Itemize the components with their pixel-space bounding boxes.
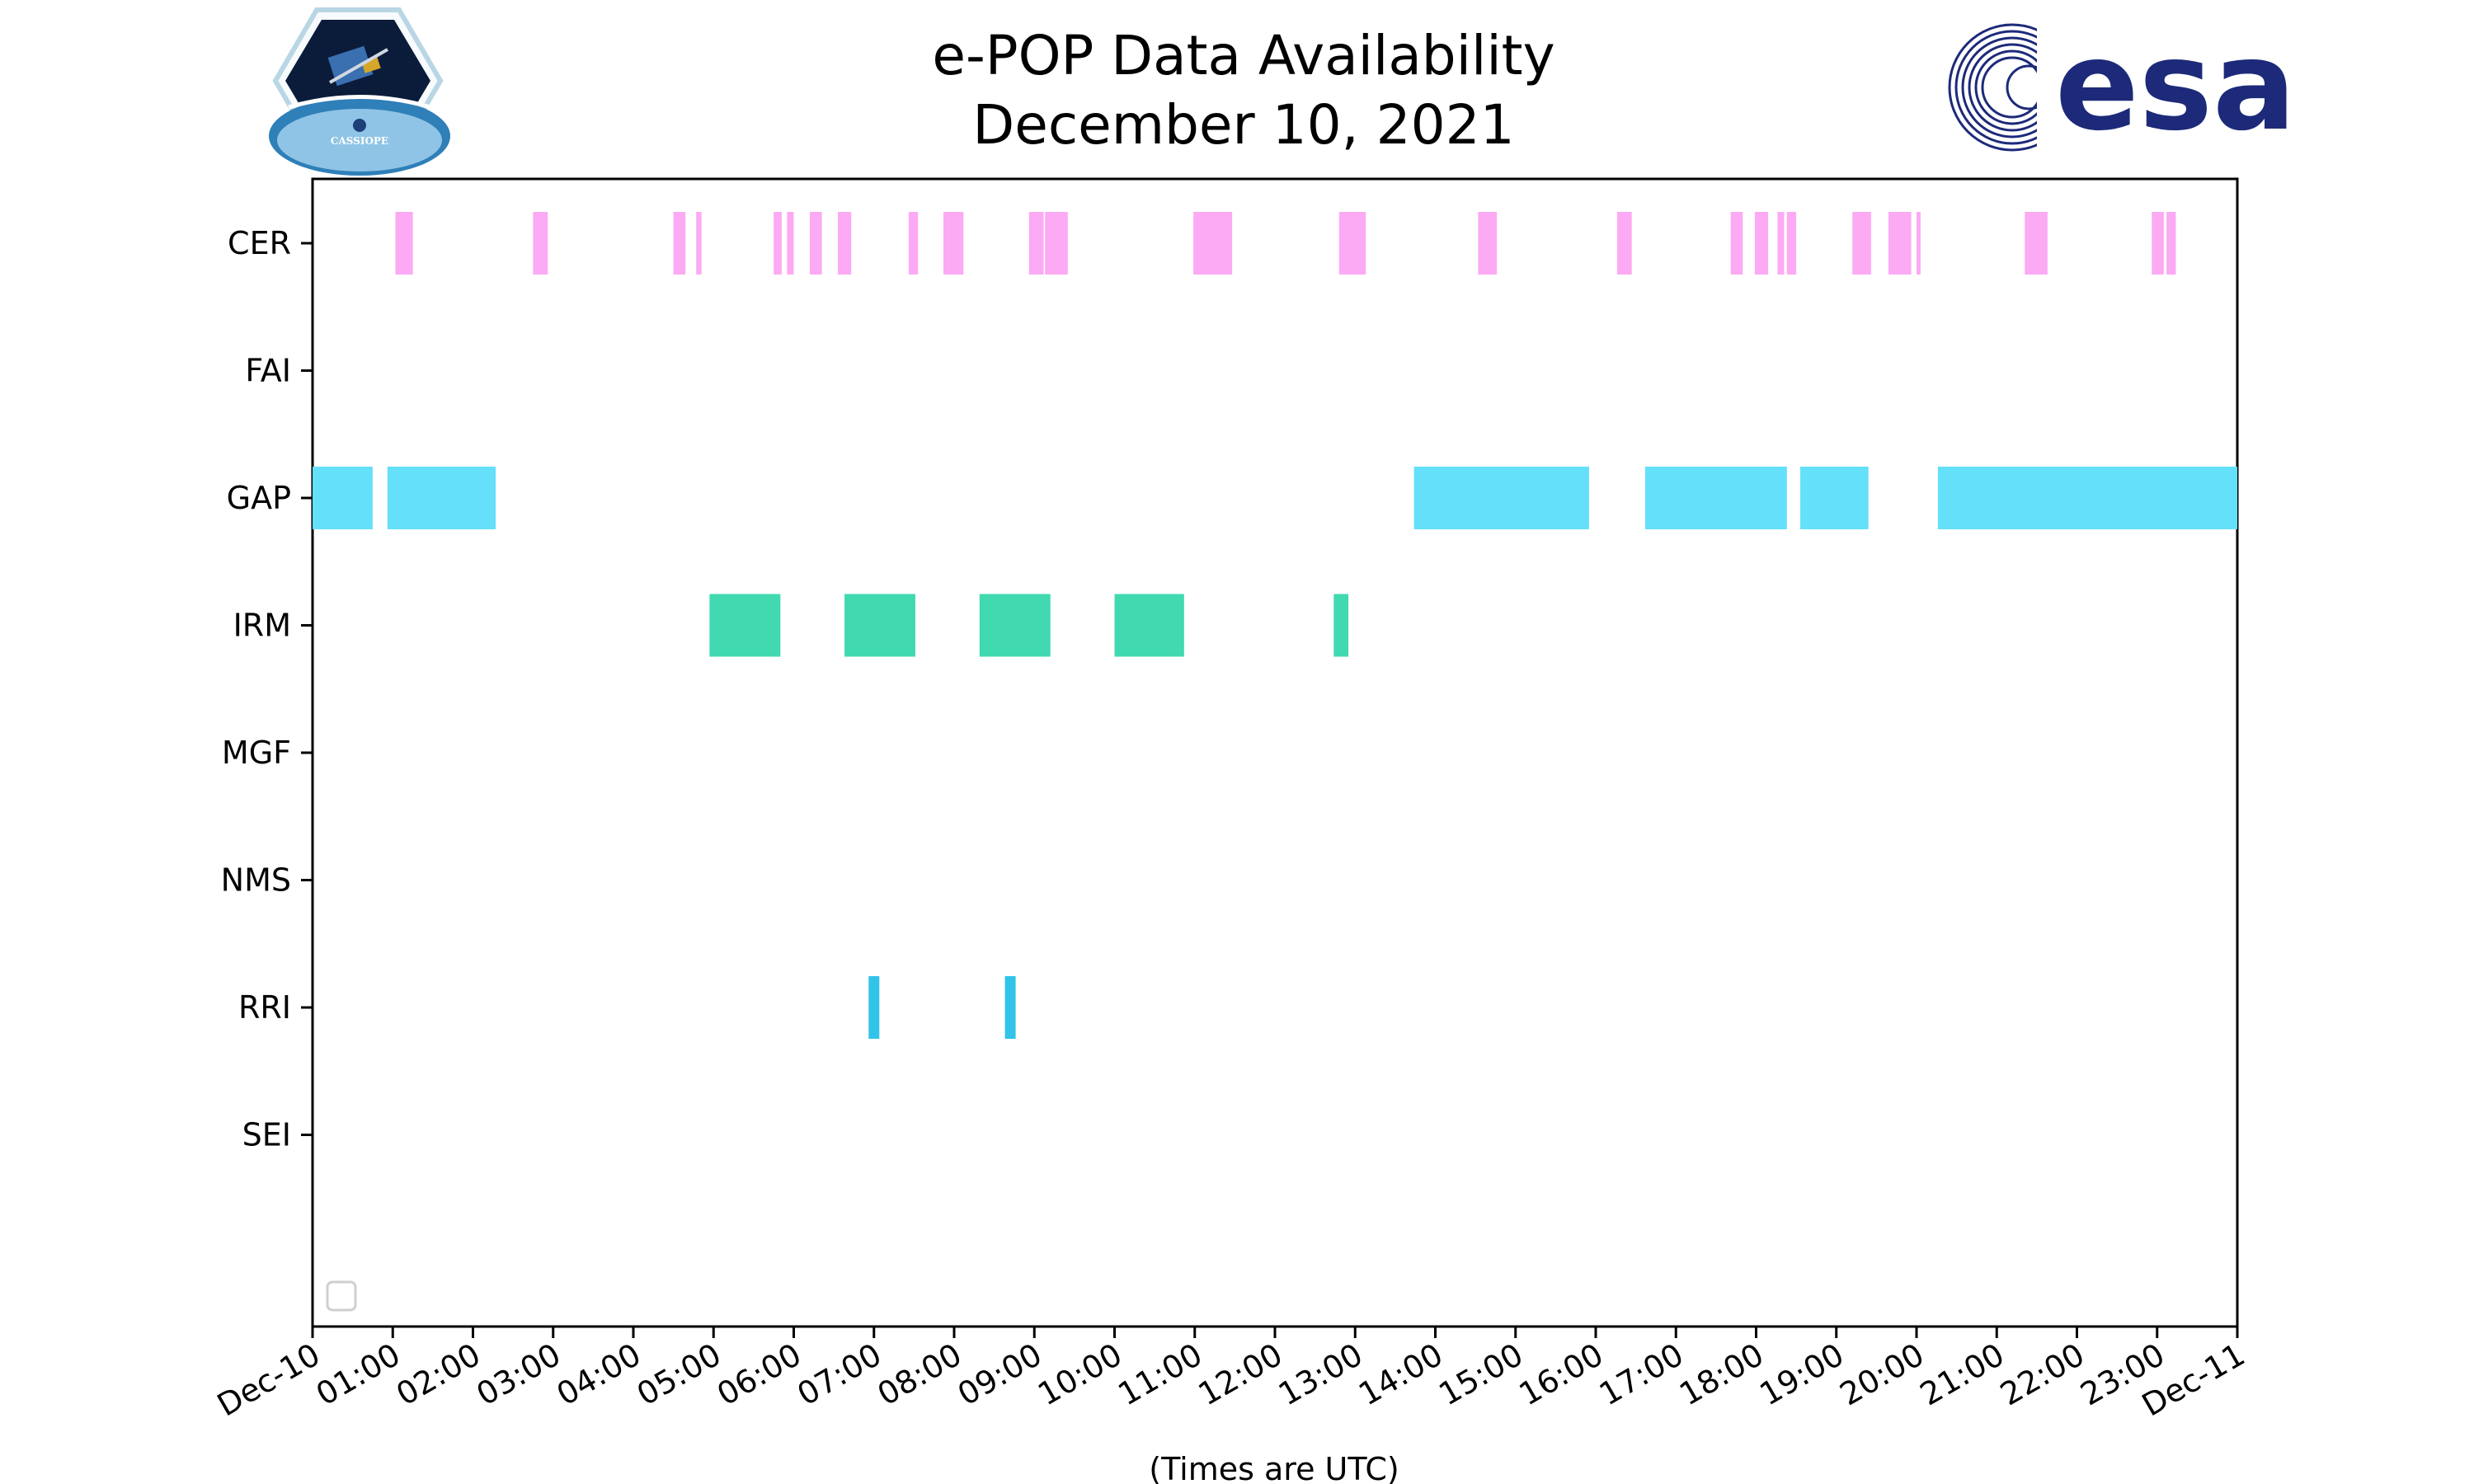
bar-gap-1 <box>387 467 496 529</box>
bar-cer-9 <box>943 212 964 275</box>
y-tick-label-gap: GAP <box>227 480 291 516</box>
bar-cer-1 <box>533 212 548 275</box>
legend-box <box>326 1280 357 1312</box>
x-tick-label-4: 04:00 <box>551 1336 647 1413</box>
bar-gap-0 <box>313 467 373 529</box>
bar-cer-17 <box>1754 212 1769 275</box>
bar-cer-12 <box>1193 212 1233 275</box>
x-tick-label-12: 12:00 <box>1192 1336 1289 1413</box>
x-tick-label-16: 16:00 <box>1513 1336 1610 1413</box>
x-tick-label-20: 20:00 <box>1834 1336 1931 1413</box>
x-tick-label-1: 01:00 <box>310 1336 407 1413</box>
bar-irm-2 <box>979 594 1051 657</box>
bar-gap-5 <box>1937 467 2237 529</box>
bar-cer-0 <box>395 212 413 275</box>
bar-cer-10 <box>1028 212 1044 275</box>
x-tick-label-7: 07:00 <box>791 1336 887 1413</box>
y-axis: CER FAI GAP IRM MGF NMS RRI SEI <box>221 225 313 1153</box>
bar-cer-3 <box>696 212 702 275</box>
bar-cer-18 <box>1777 212 1785 275</box>
bar-cer-6 <box>810 212 822 275</box>
bars-group <box>313 212 2237 1039</box>
bar-gap-2 <box>1413 467 1589 529</box>
x-tick-label-17: 17:00 <box>1593 1336 1690 1413</box>
y-tick-label-irm: IRM <box>233 608 291 644</box>
plot-frame <box>311 177 2239 1328</box>
bar-cer-8 <box>908 212 919 275</box>
x-tick-label-5: 05:00 <box>631 1336 727 1413</box>
x-tick-label-21: 21:00 <box>1914 1336 2011 1413</box>
bar-cer-14 <box>1478 212 1498 275</box>
y-tick-label-sei: SEI <box>242 1117 291 1153</box>
bar-gap-3 <box>1645 467 1787 529</box>
bar-irm-1 <box>844 594 915 657</box>
x-tick-label-22: 22:00 <box>1994 1336 2091 1413</box>
esa-logo-text: esa <box>2055 15 2296 158</box>
esa-logo: esa <box>1948 15 2296 158</box>
x-tick-label-0: Dec-10 <box>211 1336 326 1424</box>
bar-rri-0 <box>868 976 880 1039</box>
bar-cer-15 <box>1616 212 1632 275</box>
x-tick-label-15: 15:00 <box>1432 1336 1529 1413</box>
bar-cer-21 <box>1888 212 1912 275</box>
bar-cer-13 <box>1338 212 1366 275</box>
bar-cer-11 <box>1045 212 1068 275</box>
bar-irm-3 <box>1114 594 1184 657</box>
chart-title-line2: December 10, 2021 <box>972 93 1514 157</box>
x-tick-label-10: 10:00 <box>1032 1336 1128 1413</box>
x-tick-label-11: 11:00 <box>1112 1336 1208 1413</box>
bar-cer-5 <box>787 212 794 275</box>
bar-cer-7 <box>838 212 852 275</box>
cassiope-mission-logo: CASSIOPE <box>269 7 450 176</box>
y-tick-label-rri: RRI <box>238 989 291 1026</box>
bar-irm-0 <box>709 594 781 657</box>
x-axis-label: (Times are UTC) <box>1149 1451 1399 1484</box>
y-tick-label-mgf: MGF <box>222 735 291 771</box>
x-tick-label-9: 09:00 <box>952 1336 1048 1413</box>
y-tick-label-fai: FAI <box>245 353 291 389</box>
bar-cer-16 <box>1730 212 1743 275</box>
bar-cer-19 <box>1786 212 1797 275</box>
y-tick-label-nms: NMS <box>221 862 291 899</box>
bar-cer-20 <box>1852 212 1871 275</box>
x-axis: Dec-1001:0002:0003:0004:0005:0006:0007:0… <box>211 1327 2251 1424</box>
x-tick-label-14: 14:00 <box>1352 1336 1449 1413</box>
bar-cer-2 <box>673 212 686 275</box>
bar-gap-4 <box>1800 467 1869 529</box>
x-tick-label-2: 02:00 <box>390 1336 487 1413</box>
x-tick-label-3: 03:00 <box>470 1336 567 1413</box>
x-tick-label-13: 13:00 <box>1272 1336 1369 1413</box>
bar-cer-24 <box>2152 212 2164 275</box>
chart-title-line1: e-POP Data Availability <box>932 24 1554 87</box>
x-tick-label-6: 06:00 <box>711 1336 807 1413</box>
y-tick-label-cer: CER <box>228 225 291 261</box>
x-tick-label-8: 08:00 <box>872 1336 968 1413</box>
bar-cer-23 <box>2025 212 2048 275</box>
bar-cer-22 <box>1917 212 1921 275</box>
x-tick-label-19: 19:00 <box>1753 1336 1850 1413</box>
x-tick-label-18: 18:00 <box>1673 1336 1770 1413</box>
bar-irm-4 <box>1333 594 1349 657</box>
cassiope-logo-text: CASSIOPE <box>331 135 388 147</box>
bar-cer-4 <box>774 212 782 275</box>
bar-rri-1 <box>1004 976 1016 1039</box>
bar-cer-25 <box>2166 212 2176 275</box>
